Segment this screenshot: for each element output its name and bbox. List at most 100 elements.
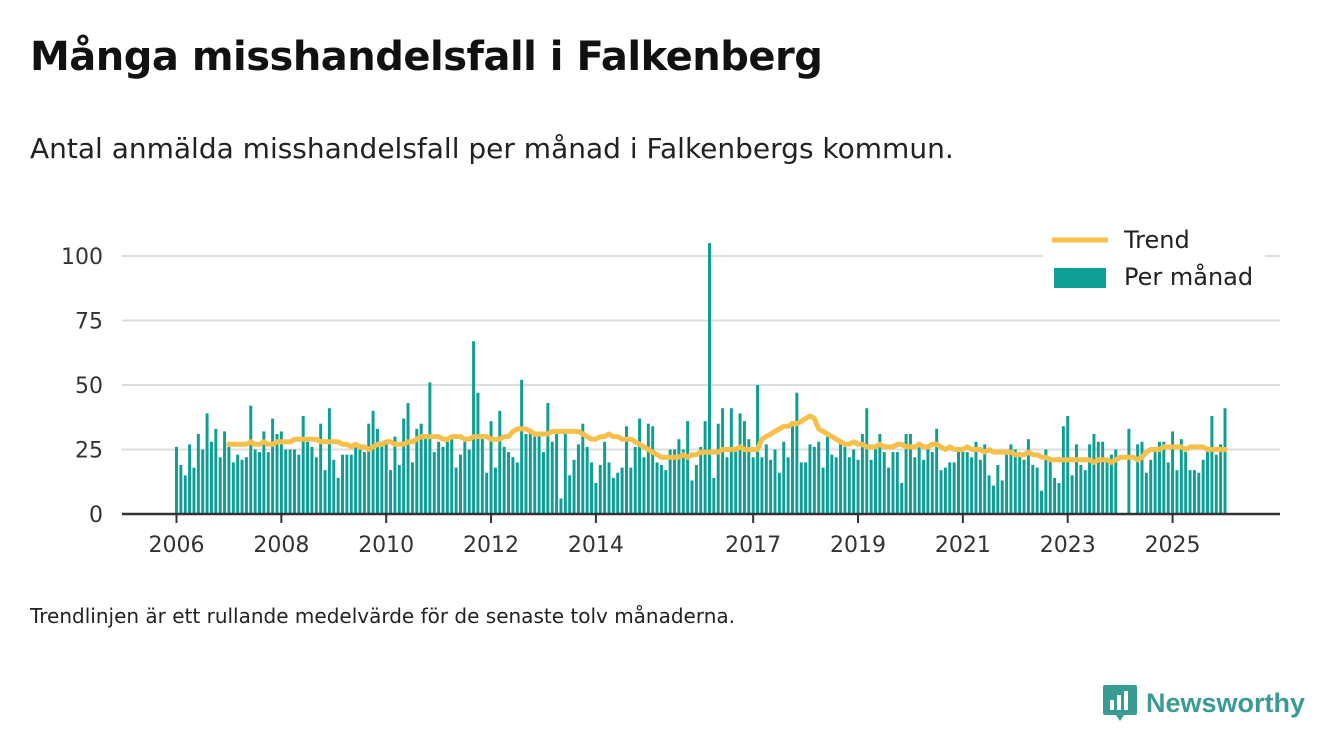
- bar: [646, 423, 650, 514]
- bar: [1214, 454, 1218, 514]
- y-tick-label: 100: [61, 245, 103, 270]
- bar: [935, 428, 939, 514]
- bar: [847, 457, 851, 514]
- bar: [1175, 470, 1179, 514]
- bar: [624, 426, 628, 514]
- bar: [559, 498, 563, 514]
- bar: [336, 477, 340, 514]
- bar: [878, 434, 882, 514]
- bar: [760, 457, 764, 514]
- bar: [1074, 444, 1078, 514]
- bar: [432, 452, 436, 514]
- bar: [812, 446, 816, 514]
- bar: [987, 475, 991, 514]
- bar: [445, 441, 449, 514]
- trend-series: [226, 413, 1228, 465]
- bar: [1096, 441, 1100, 514]
- bar: [957, 446, 960, 514]
- bar: [1066, 415, 1070, 514]
- bar: [205, 413, 209, 514]
- bar: [1044, 449, 1048, 514]
- bar: [603, 441, 607, 514]
- bar: [677, 439, 681, 514]
- bar: [1083, 470, 1087, 514]
- bar: [188, 444, 192, 514]
- bar: [860, 434, 864, 514]
- bar-chart-speech-bubble-icon: [1103, 685, 1137, 721]
- bar: [1031, 464, 1035, 514]
- bar: [520, 379, 524, 514]
- bar: [480, 434, 484, 514]
- bar: [1206, 446, 1210, 514]
- bar: [393, 436, 397, 514]
- bar: [721, 408, 725, 514]
- bar: [1114, 449, 1118, 514]
- bar: [424, 436, 428, 514]
- bar: [196, 434, 200, 514]
- y-tick-label: 0: [89, 503, 103, 528]
- bar: [563, 431, 567, 514]
- bar: [279, 431, 283, 514]
- bar: [310, 446, 314, 514]
- bar: [288, 449, 292, 514]
- bar: [821, 467, 825, 514]
- x-tick-label: 2008: [253, 533, 309, 558]
- bar: [236, 454, 240, 514]
- bar: [1000, 480, 1004, 514]
- bar: [673, 449, 677, 514]
- bar: [983, 444, 987, 514]
- bar: [943, 467, 947, 514]
- bar: [1053, 477, 1057, 514]
- bar: [991, 485, 995, 514]
- bar: [791, 421, 794, 514]
- legend-bar-label: Per månad: [1124, 262, 1253, 291]
- bar: [904, 434, 908, 514]
- chart-subtitle: Antal anmälda misshandelsfall per månad …: [30, 132, 954, 165]
- bar: [533, 436, 537, 514]
- bar: [227, 446, 231, 514]
- bar: [961, 452, 965, 514]
- bar: [1013, 449, 1017, 514]
- bar: [389, 470, 393, 514]
- bar: [1009, 444, 1013, 514]
- bar: [703, 421, 707, 514]
- bar: [1144, 472, 1148, 514]
- y-tick-label: 50: [75, 374, 103, 399]
- bar: [799, 462, 803, 514]
- bar: [201, 449, 205, 514]
- bar: [528, 428, 532, 514]
- bar: [209, 441, 213, 514]
- bar: [1157, 441, 1161, 514]
- bar: [240, 459, 244, 514]
- bar: [917, 441, 921, 514]
- brand-name: Newsworthy: [1146, 687, 1306, 718]
- bar: [410, 462, 414, 514]
- bar: [463, 441, 467, 514]
- y-tick-labels: 0 25 50 75 100: [61, 245, 103, 528]
- x-tick-label: 2017: [725, 533, 781, 558]
- bar: [970, 457, 974, 514]
- bar: [1040, 490, 1043, 514]
- bar: [555, 434, 559, 514]
- bar: [655, 462, 659, 514]
- bar: [882, 452, 886, 514]
- bar: [1179, 439, 1183, 514]
- bar: [817, 441, 821, 514]
- bar: [271, 418, 275, 514]
- bar: [1057, 483, 1061, 514]
- bar: [1210, 415, 1214, 514]
- bar: [367, 423, 371, 514]
- bar: [472, 341, 476, 514]
- bar: [428, 382, 432, 514]
- bar: [1223, 408, 1227, 514]
- bar: [354, 444, 358, 514]
- bar: [1018, 452, 1022, 514]
- bar: [659, 464, 663, 514]
- bar: [380, 444, 384, 514]
- bar: [839, 441, 843, 514]
- bar: [725, 457, 729, 514]
- bar: [515, 462, 519, 514]
- bar: [751, 457, 755, 514]
- bar: [341, 454, 344, 514]
- bar: [345, 454, 349, 514]
